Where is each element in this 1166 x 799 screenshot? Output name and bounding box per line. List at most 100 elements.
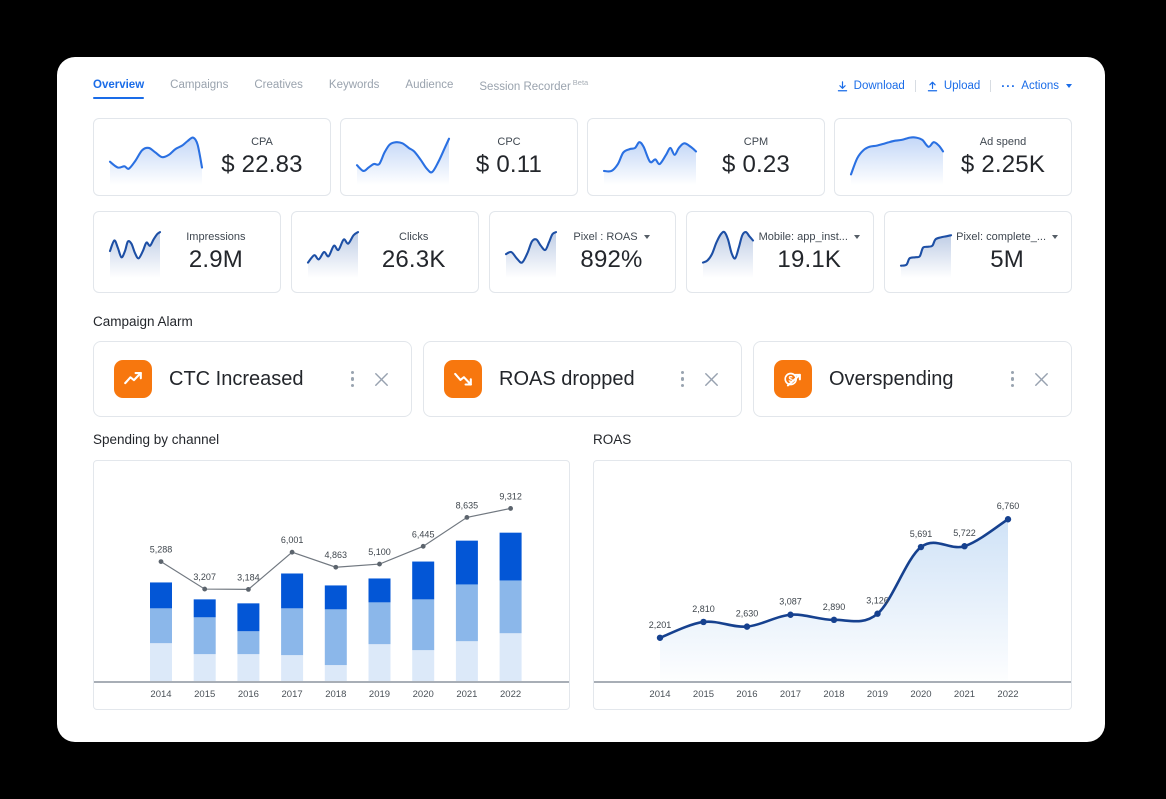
bar-segment-channel-middle-medium[interactable] <box>412 599 435 651</box>
tab-keywords[interactable]: Keywords <box>328 78 380 91</box>
data-label: 8,635 <box>456 500 479 510</box>
kpi-card-pixel-complete: Pixel: complete_... 5M <box>884 211 1072 293</box>
kebab-menu-icon[interactable] <box>679 369 686 389</box>
cpm-sparkline <box>602 141 698 185</box>
kpi-value: 5M <box>990 245 1024 273</box>
trend-point[interactable] <box>246 586 251 592</box>
trend-up-icon <box>114 360 152 398</box>
roas-point[interactable] <box>874 610 881 617</box>
kpi-label: Pixel: complete_... <box>956 230 1047 243</box>
bar-segment-channel-middle-medium[interactable] <box>281 608 304 656</box>
roas-point[interactable] <box>917 543 925 551</box>
kpi-metric-dropdown[interactable]: Pixel: complete_... <box>956 230 1059 243</box>
svg-text:$: $ <box>789 375 794 384</box>
sparkline-area <box>357 138 449 185</box>
bar-segment-channel-middle-medium[interactable] <box>150 608 172 644</box>
bar-segment-channel-top-dark[interactable] <box>237 603 260 632</box>
roas-point[interactable] <box>700 618 707 626</box>
bar-segment-channel-top-dark[interactable] <box>455 540 478 585</box>
sparkline-line <box>108 231 162 260</box>
roas-point[interactable] <box>743 623 751 630</box>
bar-segment-channel-bottom-light[interactable] <box>499 633 522 682</box>
upload-label: Upload <box>943 80 981 92</box>
bar-segment-channel-bottom-light[interactable] <box>237 654 260 682</box>
close-icon[interactable] <box>1032 370 1051 389</box>
alarm-card-overspending[interactable]: $ Overspending <box>753 341 1072 417</box>
roas-chart: 2,201 2,810 2,630 3,087 2,890 3,126 5,691 5,722… <box>594 501 1071 700</box>
bar-segment-channel-bottom-light[interactable] <box>193 654 216 682</box>
close-icon[interactable] <box>702 370 721 389</box>
bar-segment-channel-top-dark[interactable] <box>499 532 522 581</box>
bar-segment-channel-bottom-light[interactable] <box>281 655 304 682</box>
bar-segment-channel-middle-medium[interactable] <box>324 609 347 666</box>
kpi-label: Pixel : ROAS <box>573 230 638 243</box>
bar-segment-channel-top-dark[interactable] <box>324 585 347 610</box>
kpi-label: Clicks <box>399 230 429 243</box>
upload-button[interactable]: Upload <box>926 80 980 93</box>
trend-point[interactable] <box>158 559 164 565</box>
actions-button[interactable]: ··· Actions <box>1001 79 1072 93</box>
bar-segment-channel-top-dark[interactable] <box>193 599 216 618</box>
bar-segment-channel-bottom-light[interactable] <box>412 650 435 682</box>
trend-point[interactable] <box>333 564 339 570</box>
roas-chart-panel: 2,201 2,810 2,630 3,087 2,890 3,126 5,691 5,722… <box>593 460 1072 710</box>
bar-segment-channel-middle-medium[interactable] <box>368 602 391 645</box>
bar-segment-channel-bottom-light[interactable] <box>368 644 391 682</box>
data-label: 6,445 <box>412 529 435 539</box>
kpi-card-impressions: Impressions 2.9M <box>93 211 281 293</box>
roas-point[interactable] <box>830 616 838 624</box>
bar-segment-channel-middle-medium[interactable] <box>193 617 216 655</box>
roas-point[interactable] <box>787 611 794 618</box>
bar-segment-channel-top-dark[interactable] <box>281 573 304 609</box>
tab-overview[interactable]: Overview <box>93 79 145 99</box>
download-button[interactable]: Download <box>836 80 905 93</box>
data-label: 5,722 <box>953 528 976 538</box>
kpi-label: CPA <box>251 135 273 148</box>
sparkline-area <box>901 235 952 278</box>
tab-campaigns[interactable]: Campaigns <box>170 78 229 91</box>
data-label: 6,760 <box>997 501 1020 511</box>
trend-point[interactable] <box>508 506 513 511</box>
kebab-menu-icon[interactable] <box>349 369 356 389</box>
roas-point[interactable] <box>961 543 968 550</box>
trend-point[interactable] <box>464 514 470 520</box>
ad-spend-sparkline <box>849 136 945 185</box>
bar-segment-channel-top-dark[interactable] <box>368 578 391 603</box>
alarm-card-ctc-increased[interactable]: CTC Increased <box>93 341 412 417</box>
ellipsis-icon: ··· <box>1001 79 1017 93</box>
bar-segment-channel-top-dark[interactable] <box>412 561 435 600</box>
kpi-card-clicks: Clicks 26.3K <box>290 211 479 293</box>
kebab-menu-icon[interactable] <box>1009 369 1016 389</box>
bar-segment-channel-top-dark[interactable] <box>150 582 172 609</box>
tab-creatives[interactable]: Creatives <box>254 78 303 91</box>
kpi-metric-dropdown[interactable]: Mobile: app_inst... <box>759 231 860 243</box>
bar-segment-channel-bottom-light[interactable] <box>324 665 347 682</box>
bar-segment-channel-middle-medium[interactable] <box>455 584 478 642</box>
roas-point[interactable] <box>1004 516 1012 523</box>
tab-session-recorder[interactable]: Session Recorder Beta <box>479 78 588 101</box>
trend-point[interactable] <box>289 549 295 555</box>
kpi-label: Ad spend <box>979 135 1027 148</box>
alarm-card-roas-dropped[interactable]: ROAS dropped <box>423 341 742 417</box>
spending-chart-title: Spending by channel <box>93 432 220 447</box>
kpi-card-cpc: CPC $ 0.11 <box>340 118 578 196</box>
tab-audience[interactable]: Audience <box>405 78 454 91</box>
trend-point[interactable] <box>377 561 382 567</box>
bar-segment-channel-bottom-light[interactable] <box>150 643 172 682</box>
kpi-metric-dropdown[interactable]: Pixel : ROAS <box>573 230 650 243</box>
bar-segment-channel-middle-medium[interactable] <box>237 631 260 655</box>
chevron-down-icon <box>853 234 860 239</box>
close-icon[interactable] <box>372 370 391 389</box>
x-axis-label: 2015 <box>693 689 714 700</box>
toolbar-separator <box>914 80 916 92</box>
bar-segment-channel-bottom-light[interactable] <box>455 641 478 682</box>
trend-point[interactable] <box>420 543 426 549</box>
download-label: Download <box>853 80 905 92</box>
bar-segment-channel-middle-medium[interactable] <box>499 580 522 634</box>
roas-point[interactable] <box>656 634 664 641</box>
trend-point[interactable] <box>202 586 208 592</box>
spending-chart-panel: 2014 2015 2016 2017 2018 2019 2020 2021 2022 5,28… <box>93 460 570 710</box>
sparkline-line <box>702 230 755 264</box>
alarm-label: ROAS dropped <box>499 367 635 390</box>
kpi-card-cpm: CPM $ 0.23 <box>587 118 825 196</box>
